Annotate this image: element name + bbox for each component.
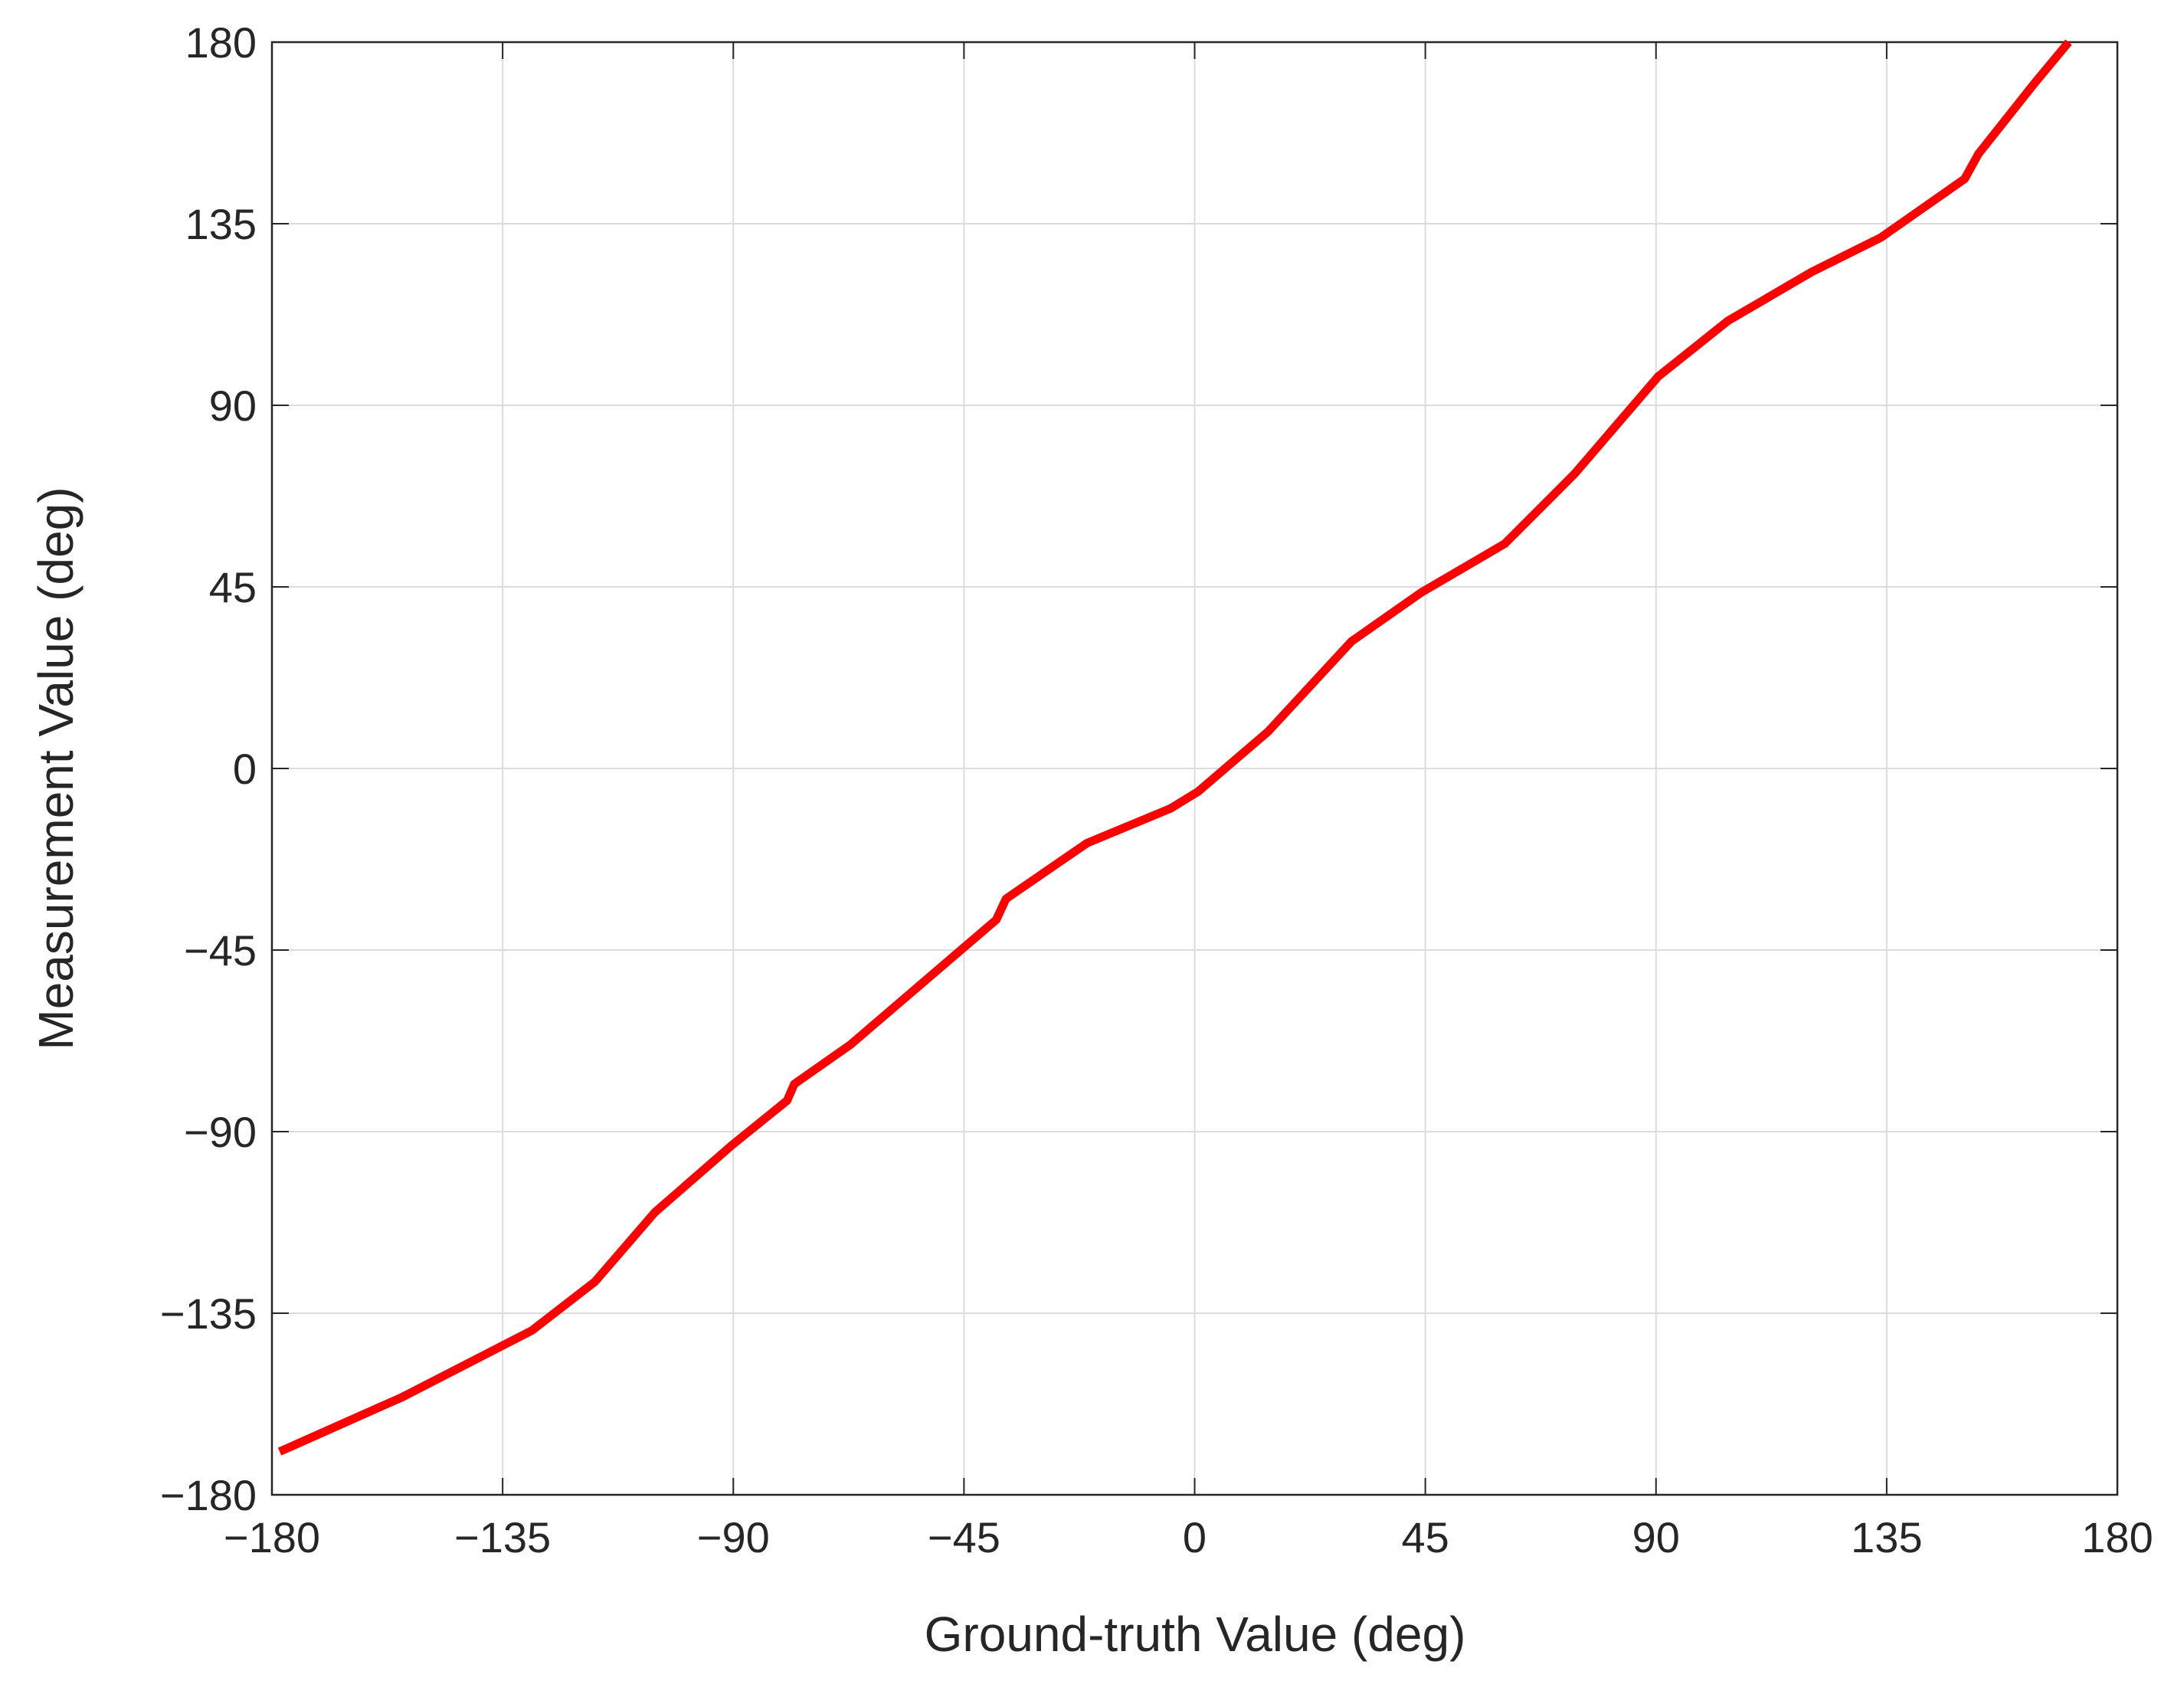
x-tick-label: −90 (697, 1513, 770, 1561)
x-tick-label: −45 (928, 1513, 1000, 1561)
y-tick-label: 135 (185, 200, 257, 248)
x-tick-label: 45 (1401, 1513, 1449, 1561)
y-tick-label: 90 (209, 382, 257, 430)
x-tick-label: −135 (454, 1513, 551, 1561)
y-tick-label: 180 (185, 18, 257, 67)
plot-frame (270, 41, 2119, 1496)
x-tick-label: −180 (224, 1513, 320, 1561)
x-tick-label: 135 (1851, 1513, 1922, 1561)
y-tick-label: −180 (160, 1471, 257, 1519)
y-tick-label: 0 (233, 745, 257, 793)
y-tick-label: −135 (160, 1289, 257, 1338)
data-line (277, 39, 2072, 1456)
y-tick-label: −45 (184, 926, 257, 975)
x-tick-label: 0 (1183, 1513, 1207, 1561)
y-tick-label: −90 (184, 1108, 257, 1156)
x-tick-label: 90 (1632, 1513, 1680, 1561)
y-axis-label: Measurement Value (deg) (28, 487, 83, 1050)
y-tick-label: 45 (209, 563, 257, 611)
x-axis-label: Ground-truth Value (deg) (925, 1607, 1466, 1662)
x-tick-label: 180 (2081, 1513, 2153, 1561)
